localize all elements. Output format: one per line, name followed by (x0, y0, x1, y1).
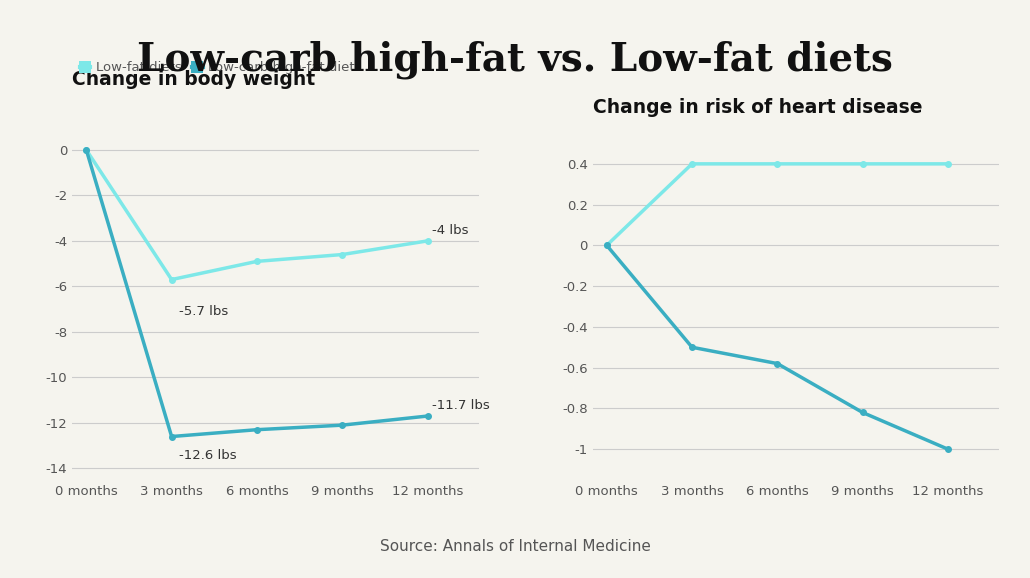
Text: -4 lbs: -4 lbs (432, 224, 469, 237)
Text: -12.6 lbs: -12.6 lbs (179, 449, 236, 462)
Legend: Low-fat diets, Low-carb high-fat diets: Low-fat diets, Low-carb high-fat diets (74, 56, 367, 80)
Text: Source: Annals of Internal Medicine: Source: Annals of Internal Medicine (380, 539, 650, 554)
Text: Change in risk of heart disease: Change in risk of heart disease (592, 98, 922, 117)
Text: Change in body weight: Change in body weight (72, 71, 315, 90)
Text: Low-carb high-fat vs. Low-fat diets: Low-carb high-fat vs. Low-fat diets (137, 40, 893, 79)
Text: -11.7 lbs: -11.7 lbs (432, 399, 489, 412)
Text: -5.7 lbs: -5.7 lbs (179, 305, 228, 317)
